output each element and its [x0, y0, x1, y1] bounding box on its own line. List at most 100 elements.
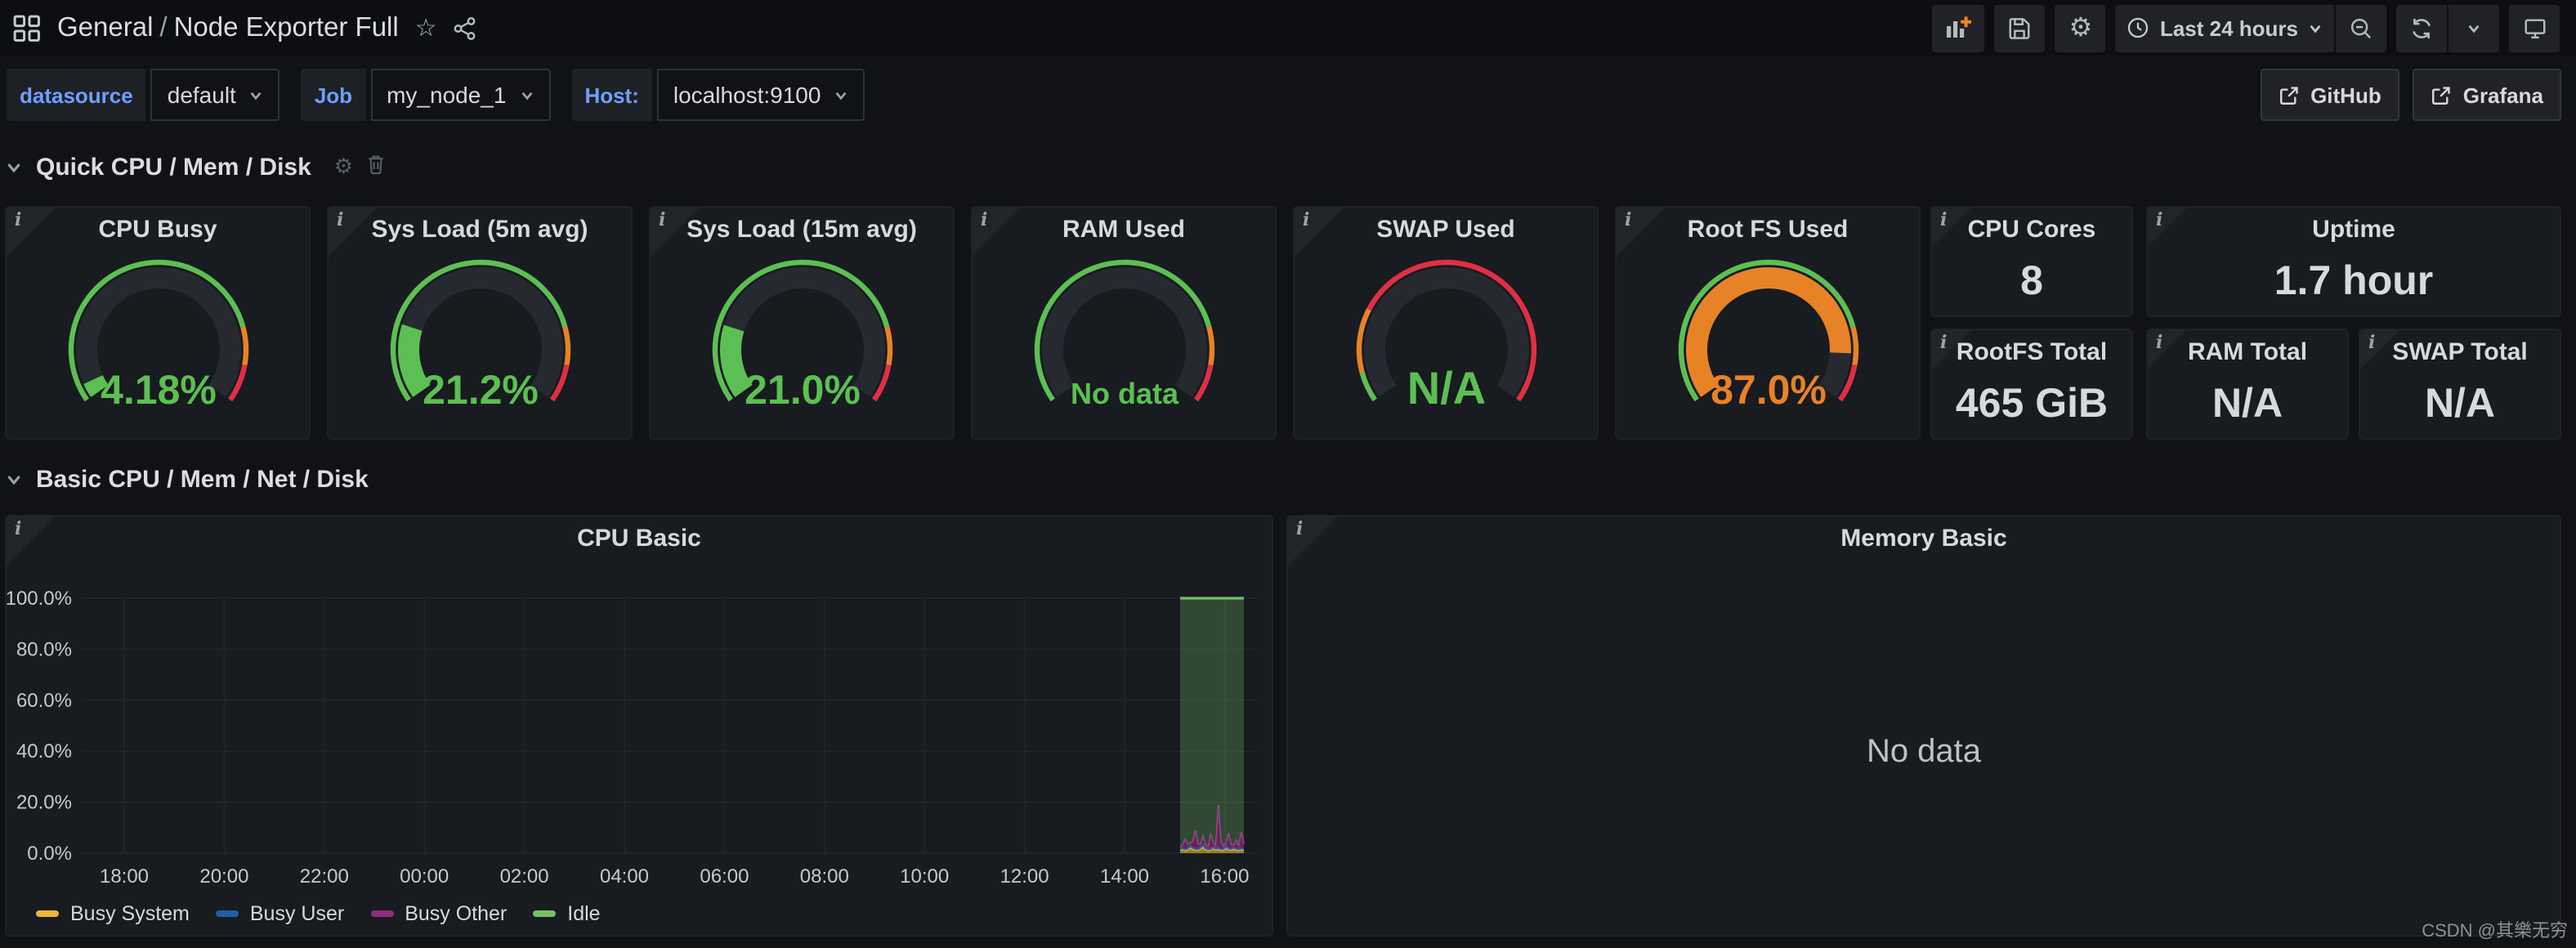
panel-info-corner[interactable]: [2148, 208, 2187, 247]
x-axis-label: 02:00: [500, 865, 549, 888]
legend-label: Idle: [567, 902, 601, 925]
x-axis-label: 12:00: [1000, 865, 1049, 888]
panel-swap-total: i SWAP Total N/A: [2359, 329, 2561, 440]
chevron-down-icon: [2310, 24, 2321, 33]
refresh-group: [2396, 4, 2499, 51]
row-quick-cpu-mem-disk[interactable]: Quick CPU / Mem / Disk ⚙: [5, 150, 386, 183]
row-basic-cpu-mem-net-disk[interactable]: Basic CPU / Mem / Net / Disk: [5, 463, 369, 495]
chevron-down-icon: [521, 91, 532, 100]
variable-label: Host:: [571, 69, 652, 121]
y-axis-label: 40.0%: [16, 740, 72, 762]
info-icon: i: [1625, 209, 1632, 230]
panel-info-corner[interactable]: [973, 208, 1022, 257]
panel-info-corner[interactable]: [7, 208, 56, 257]
variable-host: Host: localhost:9100: [571, 69, 865, 121]
refresh-interval-dropdown[interactable]: [2449, 4, 2499, 51]
panel-cpu-cores: i CPU Cores 8: [1930, 206, 2133, 317]
panel-info-corner[interactable]: [651, 208, 700, 257]
refresh-button[interactable]: [2396, 4, 2447, 51]
watermark: CSDN @其樂无穷: [2422, 922, 2568, 941]
x-axis-label: 06:00: [700, 865, 749, 888]
info-icon: i: [1303, 209, 1310, 230]
variable-job: Job my_node_1: [301, 69, 551, 121]
legend-item-busy-other[interactable]: Busy Other: [370, 902, 507, 925]
legend-swatch: [370, 910, 394, 917]
panel-title[interactable]: Sys Load (5m avg): [371, 216, 588, 244]
x-axis-label: 10:00: [900, 865, 949, 888]
panel-title[interactable]: CPU Busy: [98, 216, 217, 244]
gauge-value: 21.0%: [744, 367, 860, 413]
chevron-down-icon: [7, 163, 20, 172]
github-link-button[interactable]: GitHub: [2260, 69, 2399, 121]
panel-title[interactable]: Sys Load (15m avg): [686, 216, 917, 244]
panel-title[interactable]: Root FS Used: [1687, 216, 1849, 244]
panel-info-corner[interactable]: [1295, 208, 1344, 257]
panel-title[interactable]: RAM Total: [2187, 338, 2308, 366]
info-icon: i: [2368, 332, 2376, 353]
cycle-view-mode-button[interactable]: [2509, 4, 2560, 51]
panel-ram-total: i RAM Total N/A: [2146, 329, 2349, 440]
panel-rootfs-total: i RootFS Total 465 GiB: [1930, 329, 2133, 440]
series-line-busy-user: [1179, 843, 1245, 851]
stat-value: 8: [2020, 257, 2043, 303]
panel-info-corner[interactable]: [1288, 516, 1337, 566]
clock-icon: [2127, 16, 2150, 39]
zoom-out-button[interactable]: [2336, 4, 2386, 51]
panel-title[interactable]: CPU Basic: [577, 525, 701, 552]
panel-info-corner[interactable]: [1932, 208, 1971, 247]
panel-info-corner[interactable]: [329, 208, 378, 257]
panel-title[interactable]: Uptime: [2312, 216, 2395, 244]
add-panel-button[interactable]: [1932, 4, 1985, 51]
gauge-value: 21.2%: [422, 367, 538, 413]
star-icon[interactable]: ☆: [414, 15, 437, 42]
dashboard-settings-button[interactable]: ⚙: [2055, 4, 2106, 51]
panel-title[interactable]: CPU Cores: [1967, 216, 2096, 244]
panel-info-corner[interactable]: [2360, 330, 2399, 369]
info-icon: i: [2156, 209, 2163, 230]
panel-cpu-busy: i CPU Busy 4.18%: [5, 206, 311, 440]
panel-title[interactable]: SWAP Used: [1376, 216, 1515, 244]
gauge: 21.2%: [329, 247, 631, 430]
legend-item-busy-system[interactable]: Busy System: [36, 902, 190, 925]
panel-title[interactable]: RAM Used: [1062, 216, 1185, 244]
cpu-basic-chart[interactable]: 0.0% 20.0% 40.0% 60.0% 80.0% 100.0% 18:00 20:00…: [7, 562, 1273, 897]
apps-grid-icon[interactable]: [13, 14, 41, 42]
panel-info-corner[interactable]: [1617, 208, 1666, 257]
row-delete-trash-icon[interactable]: [366, 154, 386, 180]
no-data-message: No data: [1866, 734, 1982, 770]
info-icon: i: [15, 518, 22, 539]
panel-title[interactable]: SWAP Total: [2392, 338, 2528, 366]
panel-swap-used: i SWAP Used N/A: [1293, 206, 1599, 440]
breadcrumb[interactable]: General / Node Exporter Full: [57, 12, 399, 42]
gauge-value: No data: [1070, 377, 1178, 410]
x-axis-label: 04:00: [600, 865, 649, 888]
share-icon[interactable]: [454, 16, 478, 40]
row-settings-gear-icon[interactable]: ⚙: [333, 154, 354, 178]
save-dashboard-button[interactable]: [1994, 4, 2046, 51]
panel-info-corner[interactable]: [7, 516, 56, 566]
stat-value: N/A: [2212, 380, 2283, 426]
legend-item-busy-user[interactable]: Busy User: [215, 902, 344, 925]
panel-info-corner[interactable]: [1932, 330, 1971, 369]
panel-cpu-basic: i CPU Basic 0.0% 20.0% 40.0% 60.0% 80.0% 100.…: [5, 515, 1273, 937]
panel-uptime: i Uptime 1.7 hour: [2146, 206, 2561, 317]
legend-item-idle[interactable]: Idle: [533, 902, 601, 925]
time-range-button[interactable]: Last 24 hours: [2116, 4, 2334, 51]
gauge: 21.0%: [651, 247, 953, 430]
panel-title[interactable]: RootFS Total: [1956, 338, 2108, 366]
panel-info-corner[interactable]: [2148, 330, 2187, 369]
datasource-select[interactable]: default: [150, 69, 280, 121]
time-picker-group: Last 24 hours: [2115, 4, 2386, 51]
panel-title[interactable]: Memory Basic: [1840, 525, 2007, 552]
y-axis-label: 80.0%: [16, 638, 72, 660]
series-line-busy-other: [1179, 805, 1245, 850]
gauge-value: 87.0%: [1710, 367, 1826, 413]
y-axis-label: 0.0%: [27, 843, 72, 865]
job-select[interactable]: my_node_1: [370, 69, 551, 121]
chevron-down-icon: [7, 475, 20, 485]
host-select[interactable]: localhost:9100: [656, 69, 865, 121]
grafana-link-button[interactable]: Grafana: [2412, 69, 2561, 121]
info-icon: i: [15, 209, 22, 230]
row-title: Quick CPU / Mem / Disk: [36, 153, 311, 181]
